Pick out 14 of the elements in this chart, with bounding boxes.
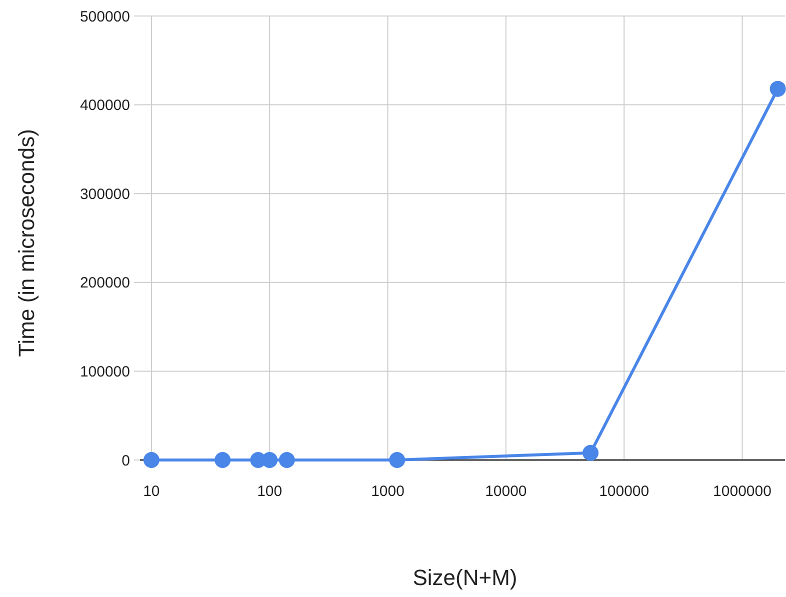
x-tick-label: 10000 <box>485 483 527 500</box>
x-tick-label: 10 <box>143 483 160 500</box>
x-tick-label: 100 <box>257 483 282 500</box>
x-tick-label: 1000 <box>371 483 404 500</box>
y-tick-label: 400000 <box>80 97 130 114</box>
x-tick-label: 1000000 <box>713 483 772 500</box>
y-tick-label: 0 <box>122 452 130 470</box>
x-tick-label: 100000 <box>599 483 650 500</box>
y-tick-label: 100000 <box>80 363 130 380</box>
y-tick-label: 500000 <box>80 8 130 26</box>
y-axis-title: Time (in microseconds) <box>14 129 39 357</box>
x-axis-title: Size(N+M) <box>412 565 518 590</box>
y-tick-label: 300000 <box>80 186 130 203</box>
y-tick-label: 200000 <box>80 274 130 292</box>
